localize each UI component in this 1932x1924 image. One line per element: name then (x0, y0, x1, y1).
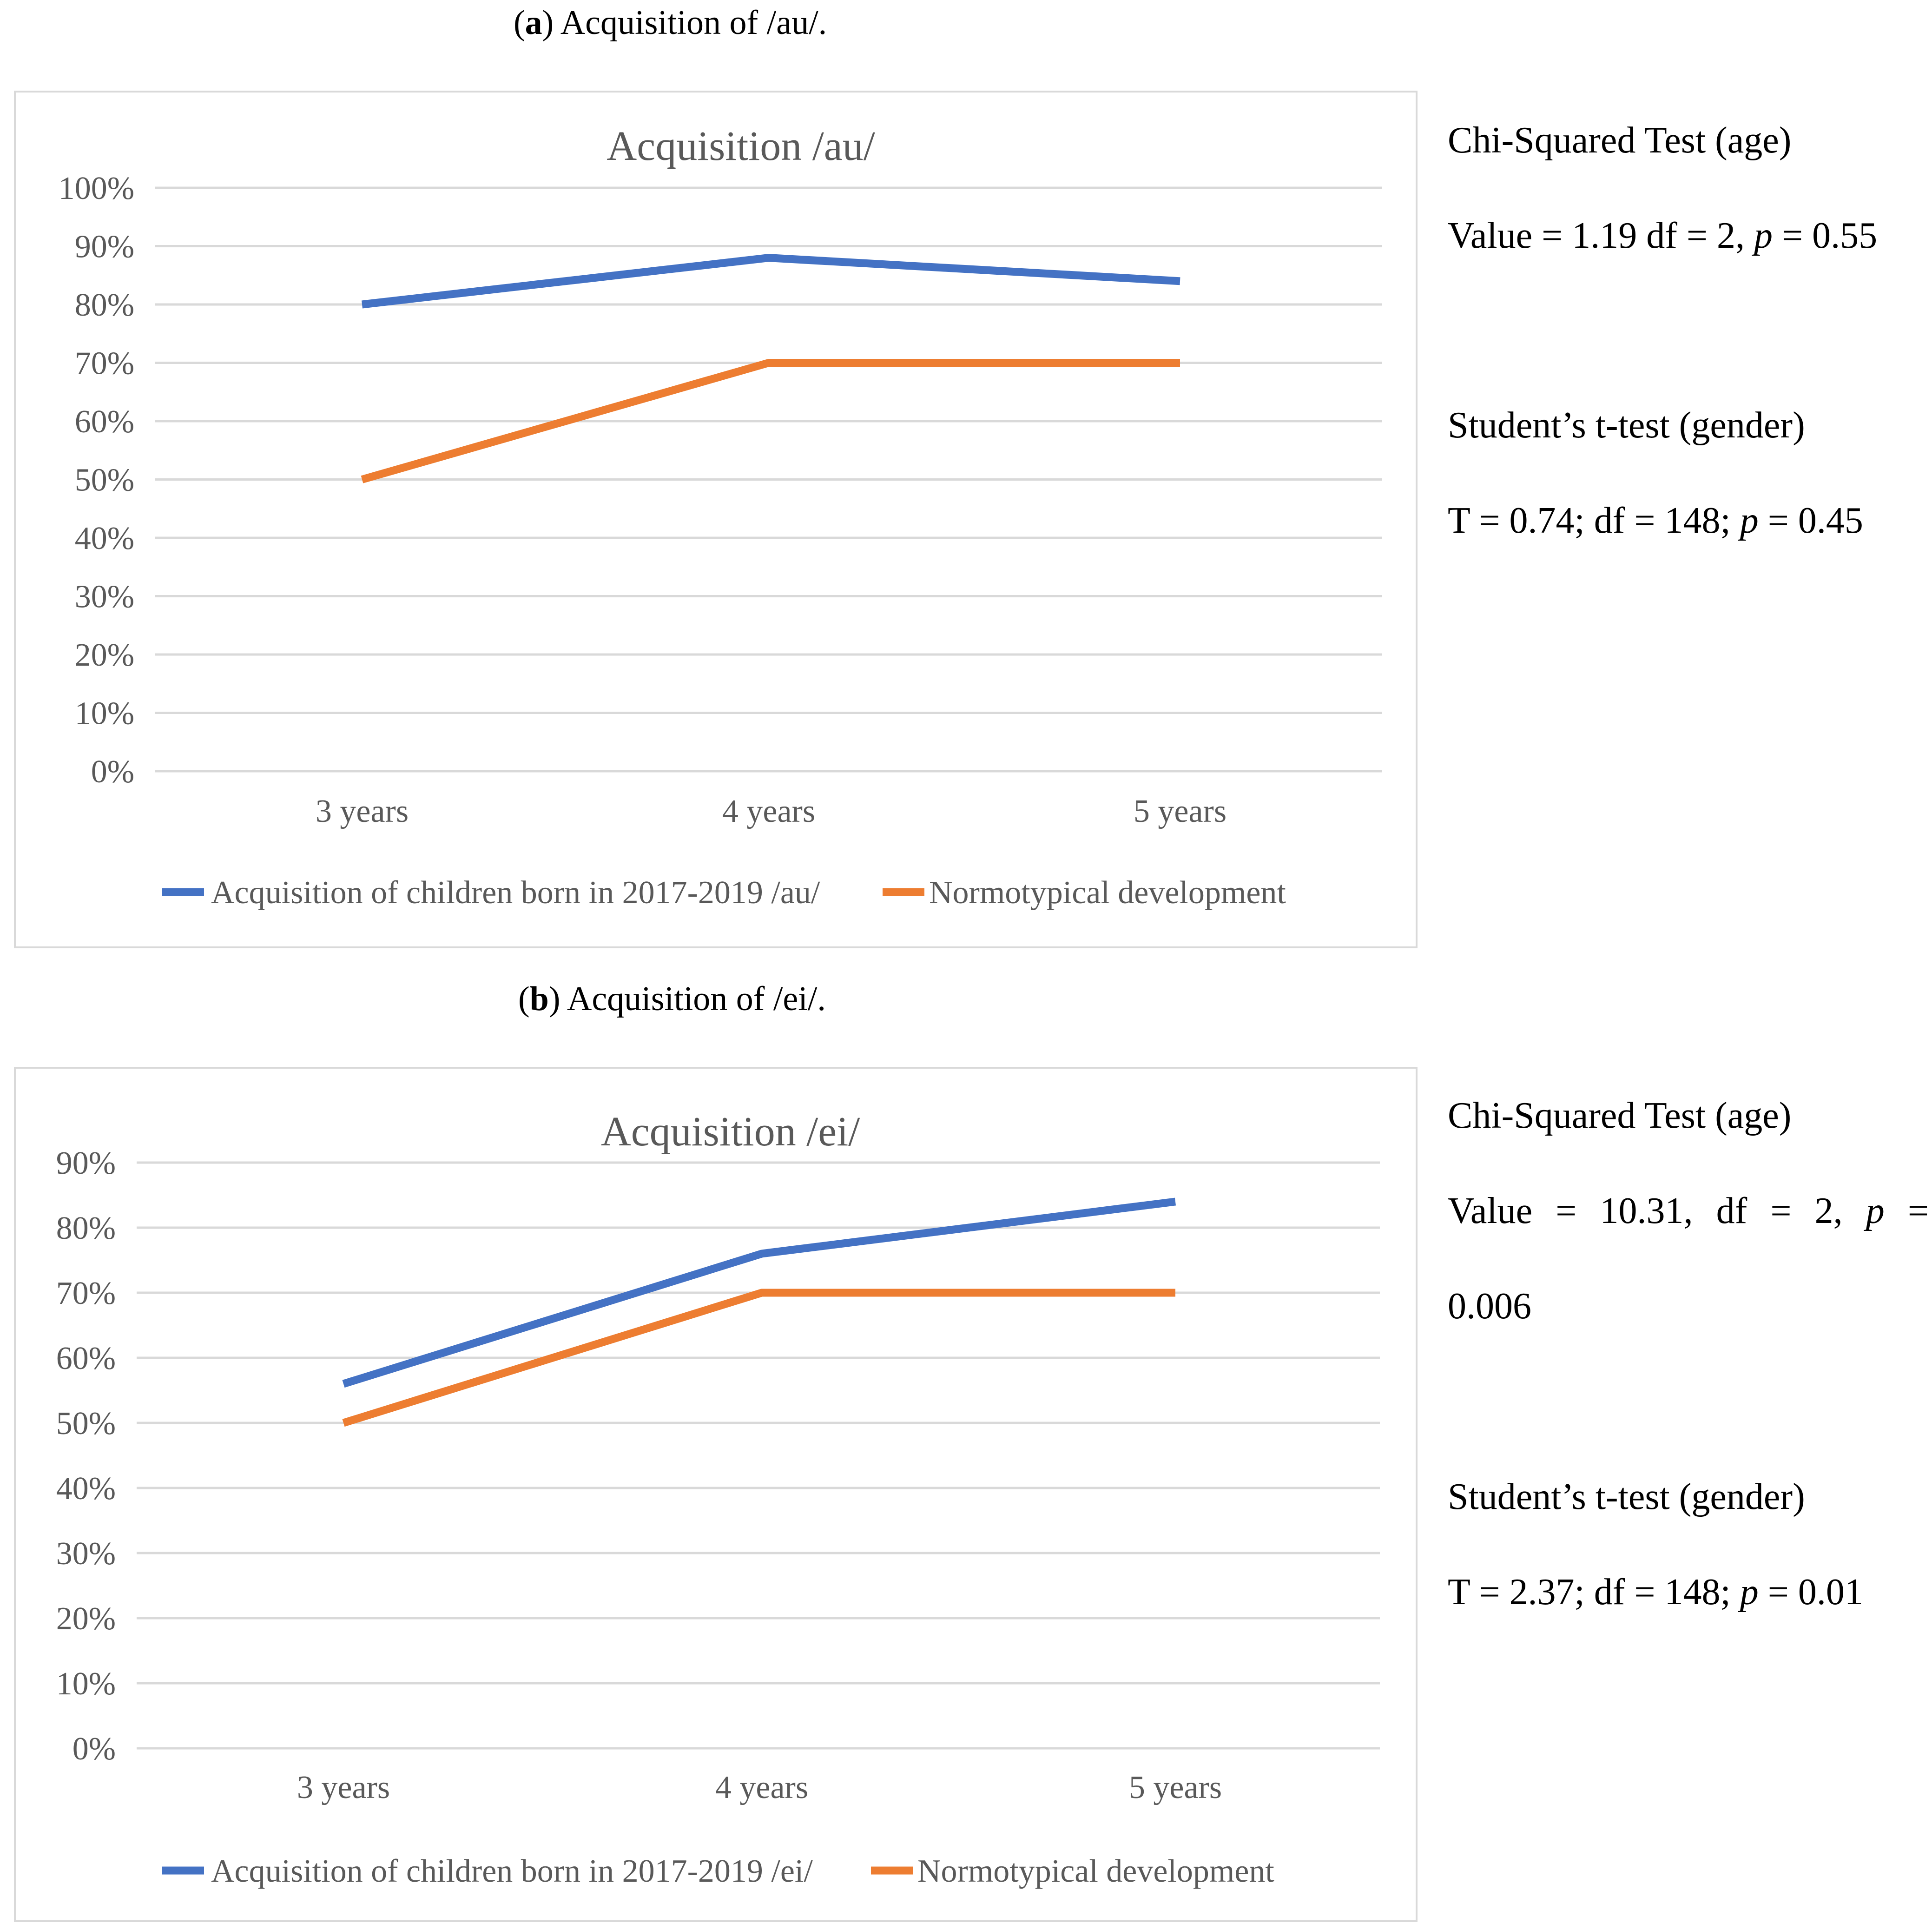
y-tick-label: 0% (91, 754, 134, 790)
chart-ei-frame: Acquisition /ei/0% 10% 20% 30% 40% 50% 60% 70% 8… (14, 1067, 1418, 1922)
series-line-acquisition (362, 258, 1180, 304)
t-test-value-b: T = 2.37; df = 148; p = 0.01 (1448, 1574, 1863, 1611)
panel-a-caption: (a) Acquisition of /au/. (514, 6, 827, 40)
x-tick-label: 4 years (722, 793, 815, 829)
chi-token: = (1908, 1192, 1929, 1230)
panel-b-caption: (b) Acquisition of /ei/. (518, 982, 826, 1016)
y-tick-label: 10% (56, 1666, 116, 1702)
y-tick-label: 10% (75, 696, 134, 732)
legend-label: Normotypical development (917, 1853, 1274, 1889)
chart-au: Acquisition /au/0% 10% 20% 30% 40% 50% 60% 70% 8… (16, 93, 1419, 950)
chart-ei: Acquisition /ei/0% 10% 20% 30% 40% 50% 60% 70% 8… (16, 1069, 1419, 1924)
chart-title: Acquisition /au/ (607, 123, 875, 169)
chi-squared-value-a: Value = 1.19 df = 2, p = 0.55 (1448, 217, 1877, 254)
panel-a-caption-letter: a (525, 4, 542, 42)
y-tick-label: 40% (56, 1471, 116, 1507)
chi-squared-value-b-cont: 0.006 (1448, 1288, 1531, 1325)
chart-title: Acquisition /ei/ (601, 1109, 860, 1155)
y-tick-label: 70% (75, 346, 134, 382)
t-value-suffix-a: = 0.45 (1759, 500, 1863, 541)
panel-a-stats: Chi-Squared Test (age) Value = 1.19 df =… (1448, 0, 1926, 558)
t-value-prefix-b: T = 2.37; df = 148; (1448, 1572, 1740, 1613)
chi-value-suffix-a: = 0.55 (1773, 215, 1877, 256)
x-tick-label: 3 years (316, 793, 409, 829)
y-tick-label: 30% (56, 1536, 116, 1572)
x-tick-label: 5 years (1134, 793, 1226, 829)
chi-token: df (1716, 1192, 1747, 1230)
chi-squared-value-b: Value = 10.31, df = 2, p = (1448, 1192, 1929, 1230)
y-tick-label: 70% (56, 1276, 116, 1311)
y-tick-label: 90% (56, 1145, 116, 1181)
t-test-title-a: Student’s t-test (gender) (1448, 407, 1805, 444)
x-tick-label: 4 years (715, 1770, 808, 1805)
y-tick-label: 90% (75, 229, 134, 265)
y-tick-label: 100% (59, 171, 134, 206)
y-tick-label: 50% (56, 1406, 116, 1441)
y-tick-label: 30% (75, 579, 134, 615)
y-tick-label: 40% (75, 521, 134, 556)
legend-label: Acquisition of children born in 2017-201… (211, 1853, 813, 1889)
x-tick-label: 5 years (1129, 1770, 1222, 1805)
y-tick-label: 80% (75, 287, 134, 323)
chi-token: 10.31, (1600, 1192, 1693, 1230)
chart-au-frame: Acquisition /au/0% 10% 20% 30% 40% 50% 60% 70% 8… (14, 91, 1418, 948)
panel-b-caption-text: Acquisition of /ei/. (567, 980, 826, 1018)
t-value-prefix-a: T = 0.74; df = 148; (1448, 500, 1740, 541)
chi-token: = (1556, 1192, 1576, 1230)
chi-token-p: p (1866, 1192, 1885, 1230)
t-test-title-b: Student’s t-test (gender) (1448, 1478, 1805, 1515)
chi-value-prefix-a: Value = 1.19 df = 2, (1448, 215, 1754, 256)
y-tick-label: 0% (73, 1731, 116, 1767)
chi-token: = (1770, 1192, 1791, 1230)
panel-a-caption-text: Acquisition of /au/. (560, 4, 827, 42)
chi-token: Value (1448, 1192, 1532, 1230)
panel-b-caption-letter: b (530, 980, 549, 1018)
t-value-p-a: p (1740, 500, 1759, 541)
y-tick-label: 80% (56, 1210, 116, 1246)
y-tick-label: 20% (75, 637, 134, 673)
legend-label: Acquisition of children born in 2017-201… (211, 875, 820, 911)
legend-label: Normotypical development (929, 875, 1286, 911)
t-test-value-a: T = 0.74; df = 148; p = 0.45 (1448, 502, 1863, 539)
y-tick-label: 60% (75, 404, 134, 440)
chi-squared-title-b: Chi-Squared Test (age) (1448, 1097, 1791, 1134)
chi-value-p-a: p (1754, 215, 1773, 256)
x-tick-label: 3 years (297, 1770, 390, 1805)
y-tick-label: 50% (75, 463, 134, 498)
chi-token: 2, (1815, 1192, 1843, 1230)
chi-squared-title-a: Chi-Squared Test (age) (1448, 122, 1791, 159)
y-tick-label: 60% (56, 1341, 116, 1376)
y-tick-label: 20% (56, 1601, 116, 1637)
t-value-p-b: p (1740, 1572, 1759, 1613)
panel-b-stats: Chi-Squared Test (age) Value = 10.31, df… (1448, 976, 1926, 1627)
t-value-suffix-b: = 0.01 (1759, 1572, 1863, 1613)
